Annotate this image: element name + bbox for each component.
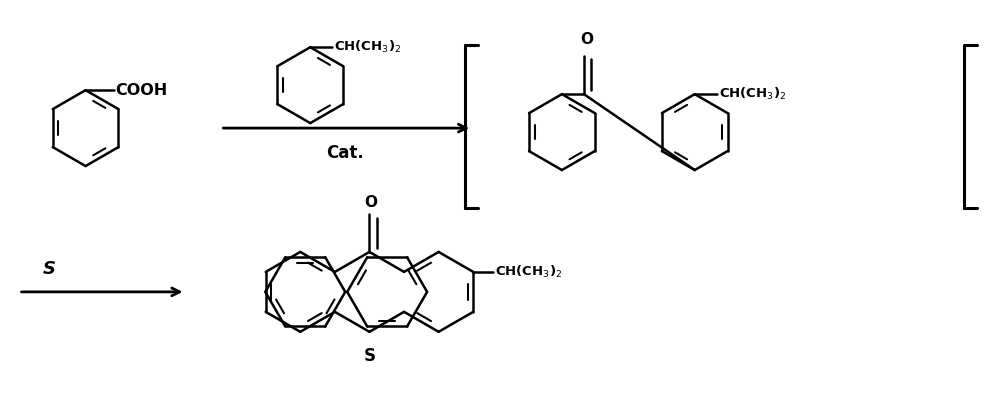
Text: COOH: COOH [116,83,168,97]
Text: O: O [580,32,593,47]
Text: O: O [364,194,377,209]
Text: Cat.: Cat. [326,144,364,162]
Text: CH(CH$_3$)$_2$: CH(CH$_3$)$_2$ [334,39,401,55]
Text: CH(CH$_3$)$_2$: CH(CH$_3$)$_2$ [719,86,786,102]
Text: S: S [43,259,56,277]
Text: CH(CH$_3$)$_2$: CH(CH$_3$)$_2$ [495,263,562,279]
Text: S: S [363,346,375,364]
